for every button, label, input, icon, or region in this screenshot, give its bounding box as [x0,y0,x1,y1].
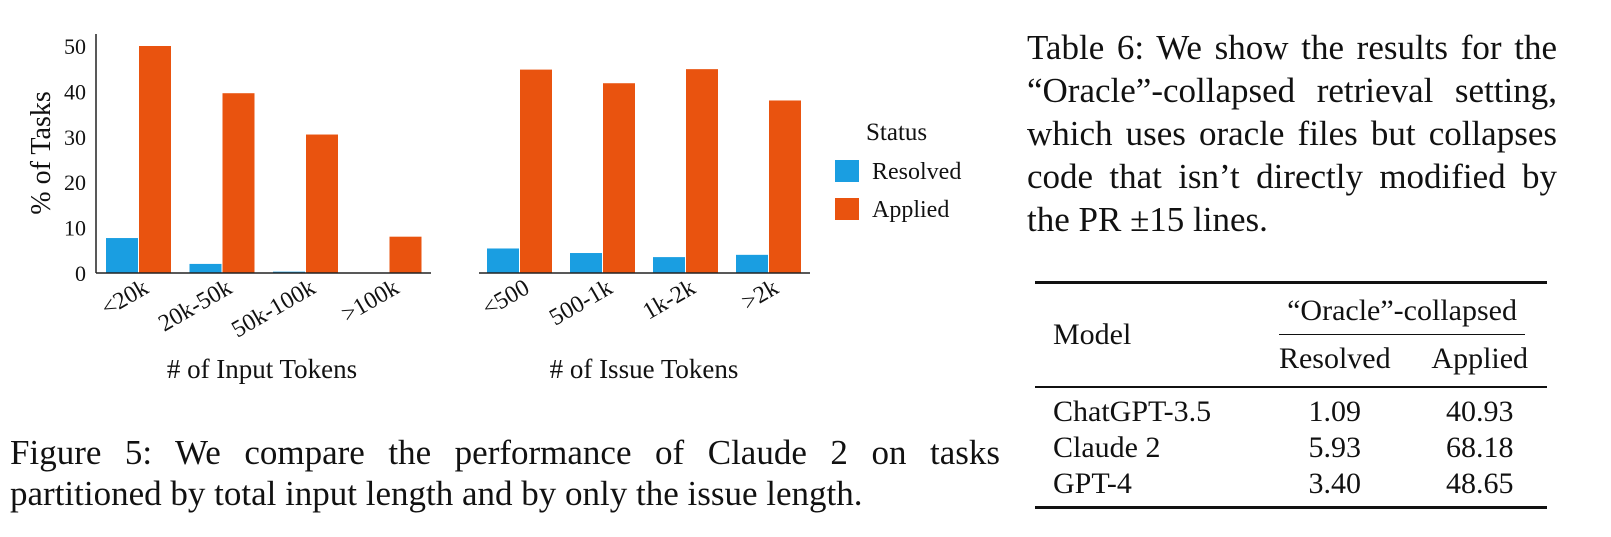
bar-applied [520,69,552,273]
x-axis-title: # of Input Tokens [167,354,357,384]
y-tick-label: 0 [75,261,86,286]
y-tick-label: 20 [64,170,86,195]
column-group-header: “Oracle”-collapsed [1257,283,1547,339]
cell-model: ChatGPT-3.5 [1053,395,1212,428]
table-row: Claude 2 5.93 68.18 [1035,430,1547,466]
table-row: GPT-4 3.40 48.65 [1035,466,1547,508]
bar-applied [389,236,422,273]
bar-applied [603,83,635,273]
y-axis-title: % of Tasks [26,91,57,215]
cell-resolved: 3.40 [1308,467,1362,500]
bar-applied [769,100,801,273]
y-tick-label: 30 [64,125,86,150]
column-group-label: “Oracle”-collapsed [1287,294,1517,327]
y-tick-label: 50 [64,34,86,59]
y-tick-label: 40 [64,79,86,104]
chart-legend: Status Resolved Applied [835,119,961,223]
legend-swatch-applied [835,198,859,220]
bar-applied [686,69,718,274]
cell-model: GPT-4 [1053,467,1132,500]
table-row: ChatGPT-3.5 1.09 40.93 [1035,387,1547,430]
legend-swatch-resolved [835,160,859,182]
legend-label: Resolved [872,159,961,185]
bar-resolved [570,253,602,273]
x-tick-label: 50k-100k [227,275,320,344]
chart-issue-tokens: <500 500-1k 1k-2k >2k # of Issue Tokens [478,69,810,384]
bar-resolved [487,248,519,273]
bar-resolved [653,257,685,273]
column-header-model: Model [1053,318,1132,351]
x-axis-title: # of Issue Tokens [550,354,739,384]
x-tick-label: >2k [737,275,783,316]
x-tick-label: 20k-50k [154,275,236,338]
bar-resolved [106,238,138,273]
x-tick-label: <500 [478,275,534,322]
bar-resolved [189,263,222,273]
cell-resolved: 1.09 [1308,395,1362,428]
legend-title: Status [866,119,927,146]
x-tick-label: 500-1k [545,275,617,332]
bar-applied [222,93,255,273]
bar-applied [306,134,338,273]
table-caption: Table 6: We show the results for the “Or… [1027,28,1557,239]
column-header-resolved: Resolved [1278,342,1391,375]
x-tick-label: 1k-2k [639,275,700,326]
x-tick-label: >100k [337,275,403,328]
cell-model: Claude 2 [1053,431,1161,464]
cell-applied: 40.93 [1445,395,1514,428]
cell-applied: 48.65 [1445,467,1514,500]
bar-resolved [736,254,768,273]
x-tick-label: <20k [97,275,153,322]
y-tick-label: 10 [64,216,86,241]
column-header-applied: Applied [1431,342,1529,375]
bar-applied [139,46,171,273]
group-rule [1279,334,1525,335]
cell-applied: 68.18 [1445,431,1514,464]
legend-label: Applied [872,197,949,223]
figure-caption: Figure 5: We compare the performance of … [10,433,1000,513]
cell-resolved: 5.93 [1308,431,1362,464]
results-table: Model “Oracle”-collapsed Resolved Applie… [1035,281,1547,509]
